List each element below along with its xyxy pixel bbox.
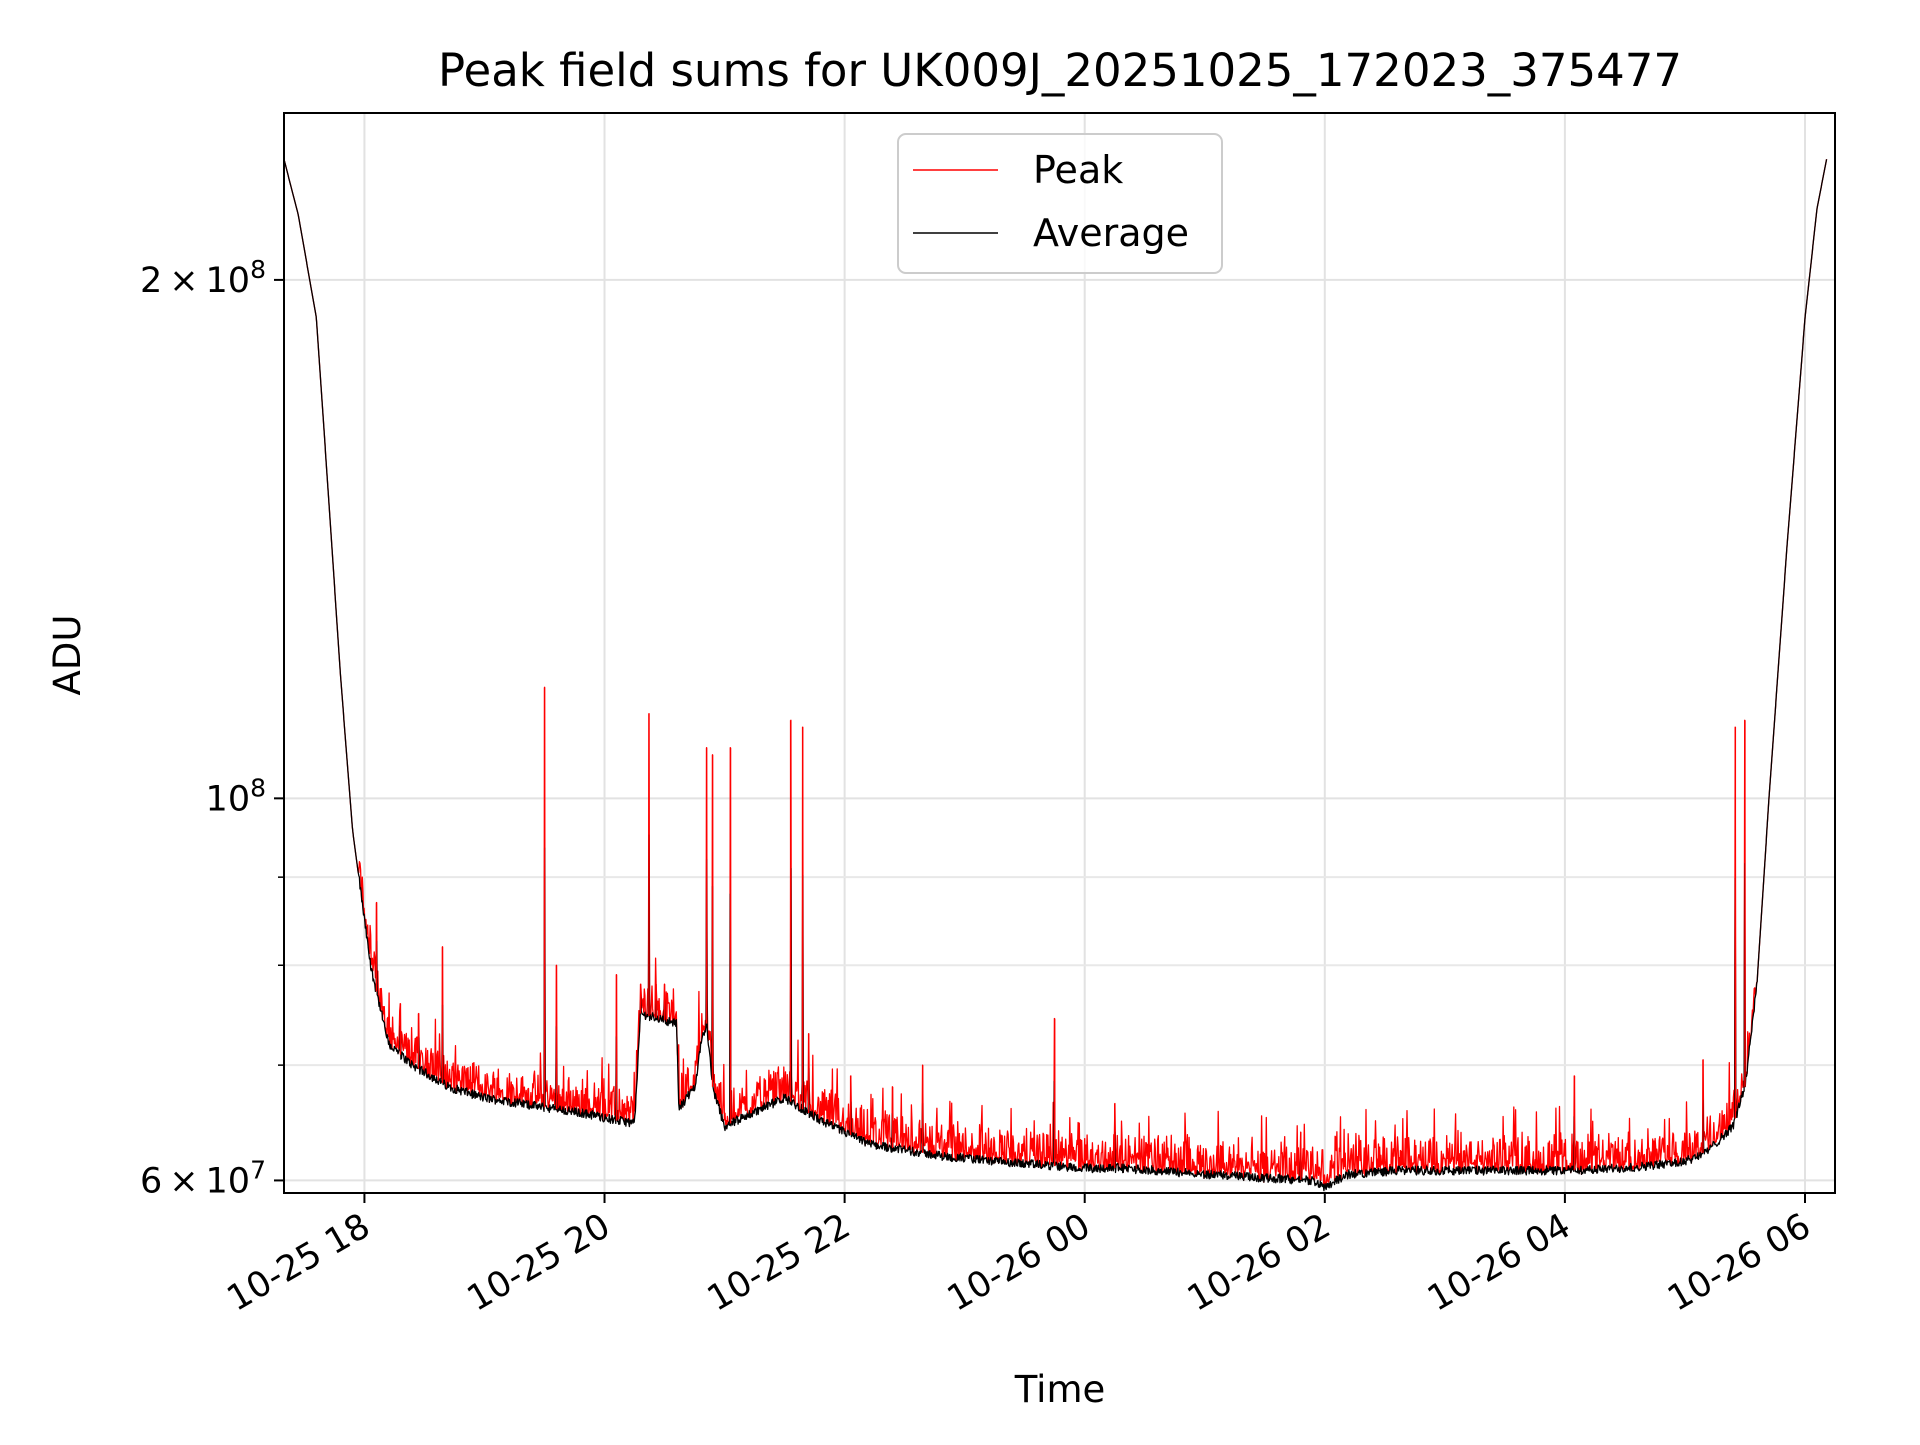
series-layer [283, 159, 1828, 1192]
grid [284, 113, 1835, 1193]
x-axis-label: Time [1014, 1368, 1106, 1411]
legend-average-label: Average [1033, 211, 1189, 255]
y-tick-label: 6 × 107 [140, 1155, 266, 1201]
legend-peak-label: Peak [1033, 148, 1123, 192]
y-tick-label: 2 × 108 [140, 255, 266, 301]
y-tick-label: 108 [206, 773, 266, 819]
y-axis-label: ADU [46, 615, 89, 696]
plot-frame [283, 112, 1836, 1194]
plot-area-background [284, 113, 1835, 1193]
chart-title: Peak field sums for UK009J_20251025_1720… [438, 44, 1682, 97]
legend-box [897, 133, 1223, 274]
legend: Peak Average [897, 133, 1223, 274]
